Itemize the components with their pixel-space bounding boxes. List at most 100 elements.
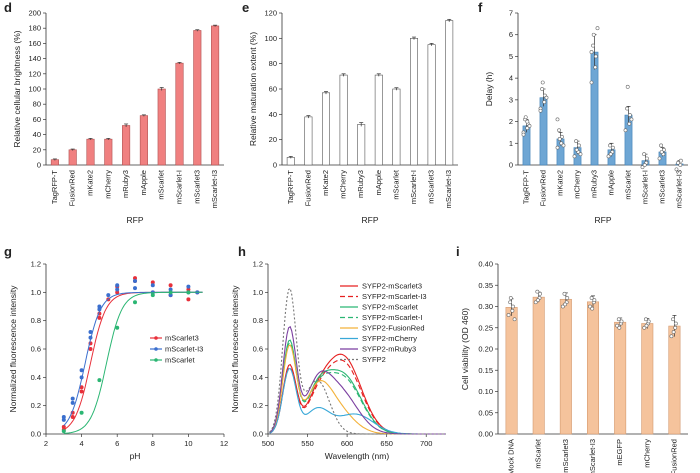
x-tick-label: mScarlet-I [641, 170, 650, 204]
data-point [674, 167, 679, 172]
x-tick-label: mScarlet-I3 [210, 170, 219, 208]
x-tick-label: 500 [262, 439, 275, 448]
x-tick-label: FusionRed [68, 170, 77, 206]
bar [559, 298, 572, 435]
x-tick-label: mScarlet [534, 438, 543, 469]
data-point [619, 319, 624, 324]
x-tick-label: 12 [220, 439, 228, 448]
data-point [544, 95, 549, 100]
y-tick-label: 160 [28, 39, 41, 48]
data-point [560, 304, 565, 309]
data-point [662, 147, 666, 152]
y-tick-label: 60 [269, 85, 277, 94]
legend-label: SYFP2-mScarlet3 [362, 282, 422, 291]
data-point [555, 145, 560, 150]
x-axis-label: RFP [127, 215, 144, 225]
y-tick-label: 20 [33, 145, 41, 154]
x-tick-label: FusionRed [303, 170, 312, 206]
data-point [625, 84, 630, 89]
data-point [560, 134, 564, 139]
y-tick-label: 200 [28, 9, 41, 18]
y-tick-label: 0.40 [478, 260, 493, 269]
data-point [542, 100, 547, 104]
x-tick-label: mScarlet3 [192, 170, 201, 204]
x-tick-label: mApple [607, 170, 616, 195]
x-tick-label: mRuby3 [590, 170, 599, 198]
data-point [61, 417, 66, 422]
y-tick-label: 0.00 [478, 430, 493, 439]
data-point [577, 143, 581, 148]
x-tick-label: mRuby3 [121, 170, 130, 198]
data-point [510, 308, 515, 313]
data-point [186, 290, 191, 295]
x-tick-label: 10 [184, 439, 192, 448]
data-point [70, 415, 75, 419]
data-point [133, 286, 137, 291]
legend-marker [154, 347, 158, 351]
bar [410, 38, 418, 166]
y-axis-label: Cell viability (OD 460) [460, 308, 470, 390]
data-point [595, 26, 600, 31]
data-point [168, 290, 173, 295]
bar [139, 115, 148, 166]
data-point [527, 124, 532, 128]
y-tick-label: 0.8 [253, 316, 263, 325]
y-tick-label: 0.30 [478, 302, 493, 311]
data-point [511, 304, 515, 309]
data-point [676, 160, 681, 165]
x-tick-label: TagRFP-T [522, 170, 531, 205]
x-tick-label: mScarlet3 [658, 170, 667, 204]
bar [122, 125, 131, 166]
x-tick-label: mKate2 [556, 170, 565, 196]
x-tick-label: mApple [374, 170, 383, 195]
x-tick-label: mScarlet [157, 169, 166, 200]
data-point [88, 330, 93, 334]
y-tick-label: 0.15 [478, 366, 493, 375]
data-point [70, 400, 75, 405]
data-point [671, 317, 675, 322]
y-tick-label: 3 [509, 95, 513, 104]
panel-label-f: f [478, 0, 483, 15]
data-point [574, 147, 579, 152]
data-point [150, 280, 155, 285]
data-point [593, 65, 598, 70]
legend-label: SYFP2-FusionRed [362, 324, 425, 333]
data-point [659, 143, 664, 148]
data-point [588, 304, 592, 309]
data-point [590, 306, 595, 311]
y-axis-label: Delay (h) [484, 72, 494, 107]
x-tick-label: 6 [115, 439, 119, 448]
legend-label: SYFP2 [362, 355, 386, 364]
bar [304, 116, 313, 166]
y-tick-label: 40 [33, 130, 41, 139]
data-point [97, 307, 102, 312]
y-tick-label: 5 [509, 52, 513, 61]
x-tick-label: mScarlet [391, 169, 400, 200]
data-point [562, 291, 567, 296]
data-point [679, 158, 683, 163]
data-point [133, 276, 137, 281]
bar [68, 149, 77, 166]
data-point [61, 429, 66, 434]
x-tick-label: mCherry [339, 170, 348, 199]
data-point [540, 80, 545, 85]
data-point [106, 293, 111, 298]
data-point [508, 300, 513, 305]
y-tick-label: 120 [28, 69, 41, 78]
data-point [79, 385, 84, 390]
y-tick-label: 0.0 [31, 430, 41, 439]
bar [175, 62, 184, 166]
legend-label: SYFP2-mRuby3 [362, 345, 416, 354]
data-point [150, 283, 155, 288]
y-tick-label: 140 [28, 54, 41, 63]
legend-label: SYFP2-mScarlet-I [362, 313, 422, 322]
y-tick-label: 1.2 [253, 260, 263, 269]
data-point [115, 287, 120, 292]
data-point [538, 108, 543, 113]
y-tick-label: 0.2 [31, 401, 41, 410]
data-point [678, 163, 683, 167]
data-point [508, 296, 513, 300]
data-point [168, 287, 173, 292]
y-tick-label: 80 [269, 59, 277, 68]
